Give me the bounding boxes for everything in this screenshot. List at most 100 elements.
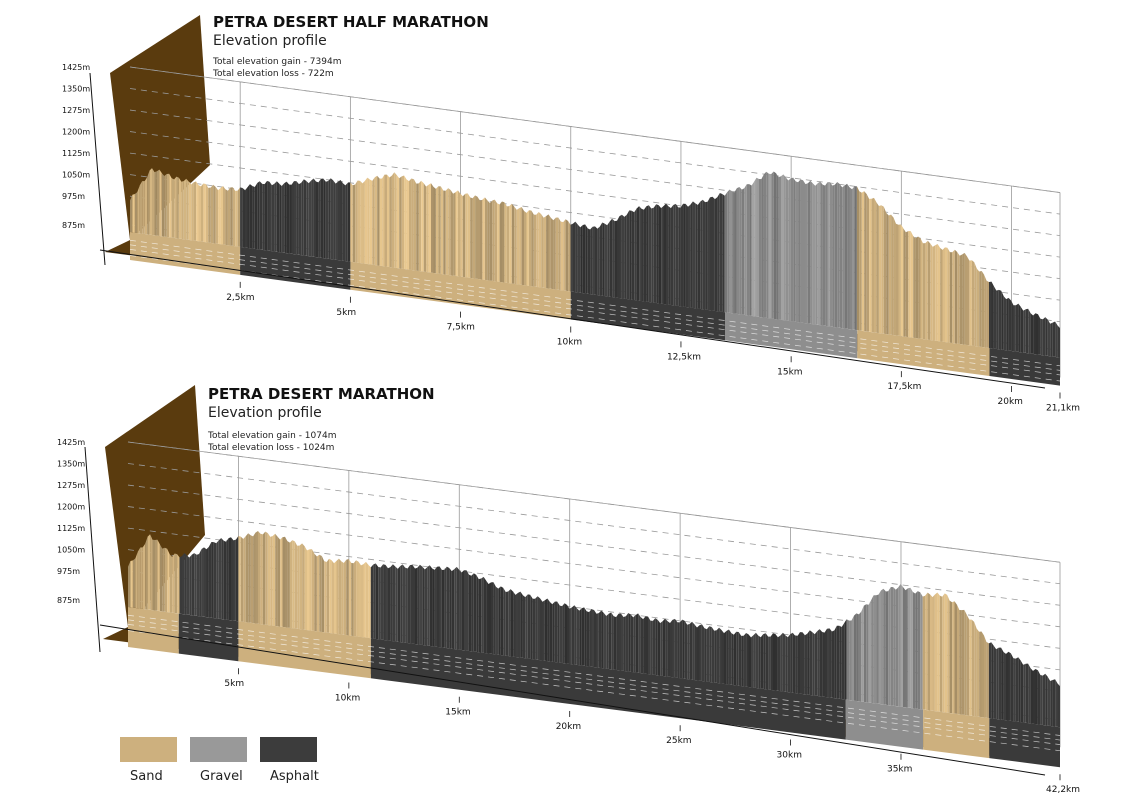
terrain-slice — [886, 212, 889, 335]
terrain-slice — [586, 611, 590, 667]
terrain-slice — [424, 567, 428, 646]
terrain-slice — [677, 622, 680, 679]
terrain-slice — [468, 574, 472, 652]
terrain-slice — [152, 539, 155, 611]
terrain-slice — [719, 193, 723, 312]
terrain-slice — [577, 224, 581, 293]
terrain-slice — [660, 621, 663, 676]
front-gridline — [129, 239, 1061, 367]
x-tick-label: 12,5km — [667, 352, 701, 362]
terrain-slice — [1001, 290, 1004, 350]
terrain-slice — [418, 180, 422, 272]
terrain-slice — [470, 197, 473, 279]
terrain-slice — [688, 204, 691, 308]
terrain-slice — [624, 214, 627, 300]
terrain-slice — [930, 594, 933, 711]
terrain-slice — [191, 553, 195, 616]
terrain-slice — [797, 632, 800, 694]
terrain-slice — [457, 190, 461, 277]
terrain-slice — [541, 214, 544, 288]
terrain-slice — [871, 197, 874, 333]
terrain-slice — [467, 193, 471, 278]
surface-panel-gravel — [845, 699, 924, 750]
terrain-slice — [743, 633, 747, 687]
terrain-slice — [341, 561, 344, 635]
terrain-slice — [289, 540, 293, 629]
terrain-slice — [1030, 668, 1033, 724]
terrain-slice — [668, 206, 671, 305]
front-gridline — [127, 630, 1061, 752]
terrain-slice — [555, 217, 559, 290]
terrain-slice — [640, 617, 644, 674]
terrain-slice — [685, 203, 688, 308]
terrain-slice — [427, 565, 430, 646]
terrain-slice — [751, 181, 755, 317]
terrain-slice — [225, 189, 228, 246]
terrain-slice — [567, 604, 570, 664]
terrain-slice — [732, 191, 735, 314]
terrain-slice — [497, 203, 500, 282]
terrain-slice — [601, 610, 604, 669]
terrain-slice — [481, 576, 484, 653]
terrain-slice — [849, 620, 852, 701]
legend-swatch-asphalt — [260, 737, 317, 762]
legend-swatch-gravel — [190, 737, 247, 762]
terrain-slice — [383, 564, 386, 641]
front-gridline — [127, 619, 1061, 741]
terrain-slice — [905, 588, 908, 708]
terrain-slice — [370, 564, 374, 639]
terrain-slice — [220, 186, 223, 245]
terrain-slice — [223, 186, 226, 245]
terrain-slice — [996, 289, 999, 350]
terrain-slice — [402, 564, 406, 643]
terrain-slice — [966, 614, 970, 716]
terrain-slice — [471, 573, 474, 652]
terrain-slice — [193, 181, 197, 241]
terrain-slice — [183, 178, 187, 240]
terrain-slice — [753, 632, 756, 688]
terrain-slice — [518, 591, 521, 658]
terrain-slice — [596, 613, 599, 668]
terrain-slice — [483, 576, 487, 654]
terrain-slice — [392, 564, 396, 642]
surface-panel-sand — [128, 607, 179, 654]
terrain-slice — [597, 226, 600, 296]
terrain-slice — [275, 533, 278, 627]
terrain-slice — [724, 631, 727, 685]
terrain-slice — [891, 214, 894, 336]
terrain-slice — [607, 221, 610, 297]
terrain-slice — [1045, 673, 1048, 726]
terrain-slice — [1028, 663, 1031, 724]
x-tick-label: 5km — [336, 308, 356, 318]
terrain-slice — [331, 560, 334, 634]
terrain-slice — [299, 543, 303, 630]
terrain-slice — [895, 587, 899, 707]
terrain-slice — [191, 182, 194, 241]
terrain-slice — [707, 197, 710, 311]
terrain-slice — [211, 542, 214, 619]
terrain-slice — [790, 632, 793, 693]
terrain-slice — [851, 615, 854, 701]
terrain-slice — [396, 175, 400, 269]
terrain-slice — [618, 613, 621, 671]
terrain-slice — [829, 628, 832, 698]
terrain-slice — [699, 624, 702, 681]
terrain-slice — [271, 183, 275, 252]
terrain-slice — [522, 595, 526, 659]
terrain-slice — [674, 618, 678, 678]
terrain-slice — [756, 177, 759, 317]
terrain-slice — [548, 214, 551, 289]
terrain-slice — [491, 582, 494, 655]
terrain-slice — [981, 631, 984, 718]
terrain-slice — [206, 546, 209, 618]
terrain-slice — [726, 629, 729, 685]
terrain-slice — [144, 177, 148, 235]
terrain-slice — [1040, 675, 1043, 725]
terrain-slice — [876, 202, 879, 334]
terrain-slice — [846, 619, 850, 700]
terrain-slice — [663, 203, 666, 305]
terrain-slice — [172, 553, 175, 613]
terrain-slice — [316, 181, 319, 258]
y-tick-label: 1125m — [57, 524, 85, 533]
terrain-slice — [761, 174, 764, 318]
